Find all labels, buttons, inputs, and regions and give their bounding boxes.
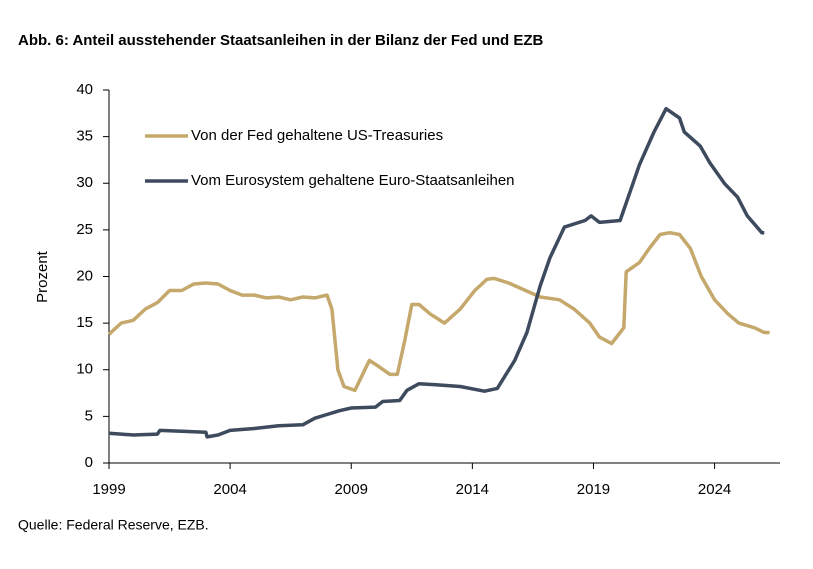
chart-title: Abb. 6: Anteil ausstehender Staatsanleih… [18, 32, 544, 49]
y-tick-label: 0 [85, 454, 93, 471]
y-tick-label: 10 [76, 361, 93, 378]
y-tick-label: 40 [76, 81, 93, 98]
y-tick-label: 30 [76, 174, 93, 191]
y-tick-label: 5 [85, 407, 93, 424]
y-tick-label: 20 [76, 267, 93, 284]
x-tick-label: 2009 [335, 481, 368, 498]
x-tick-label: 2004 [213, 481, 246, 498]
y-tick-label: 25 [76, 221, 93, 238]
y-axis-label: Prozent [34, 250, 51, 303]
x-tick-label: 2019 [577, 481, 610, 498]
legend-label: Vom Eurosystem gehaltene Euro-Staatsanle… [191, 172, 515, 189]
x-tick-label: 2024 [698, 481, 731, 498]
x-tick-label: 1999 [92, 481, 125, 498]
y-tick-label: 15 [76, 314, 93, 331]
y-tick-label: 35 [76, 128, 93, 145]
series-line [107, 230, 770, 393]
legend-label: Von der Fed gehaltene US-Treasuries [191, 127, 443, 144]
series-line [108, 106, 765, 439]
source-note: Quelle: Federal Reserve, EZB. [18, 517, 209, 533]
x-tick-label: 2014 [456, 481, 489, 498]
